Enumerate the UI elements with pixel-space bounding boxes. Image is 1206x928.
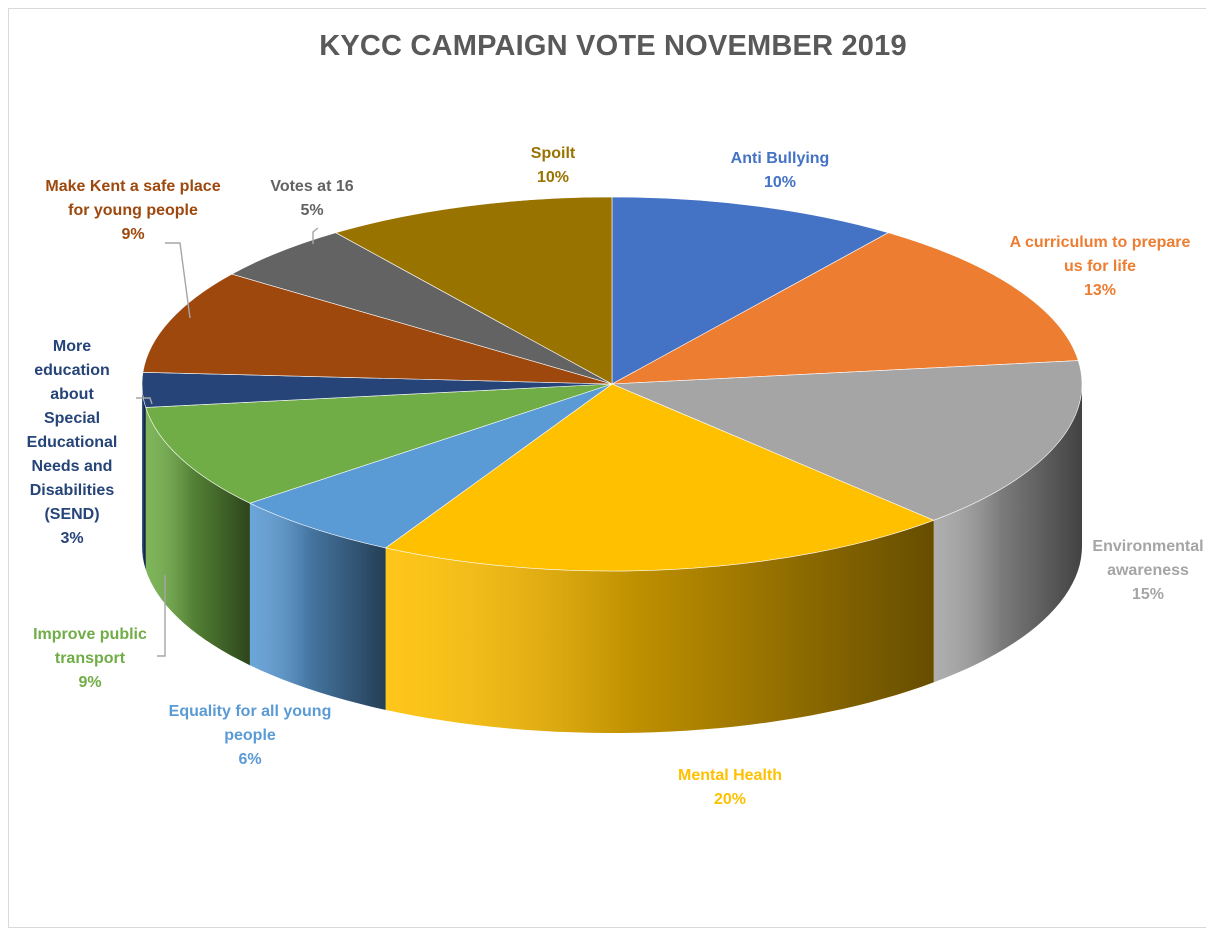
- pie-chart: Anti Bullying 10% A curriculum to prepare u…: [27, 145, 1204, 808]
- slice-value-label: 10%: [537, 169, 569, 186]
- pie-slice-spoilt: [334, 196, 613, 385]
- chart-title: KYCC CAMPAIGN VOTE NOVEMBER 2019: [319, 30, 907, 62]
- pie-side-environmental-awareness-shade: [933, 384, 1082, 683]
- slice-label-environmental-awareness: Environmental awareness 15%: [1092, 538, 1203, 603]
- pie-side-equality-for-all-young-people-shade: [249, 503, 386, 710]
- slice-value-label: 9%: [121, 226, 144, 243]
- slice-label-votes-at-16: Votes at 16 5%: [270, 178, 353, 219]
- leader-line-0: [165, 242, 191, 319]
- slice-label-equality-for-all-young-people: Equality for all young people 6%: [169, 703, 332, 768]
- pie-slice-equality-for-all-young-people: [249, 383, 613, 549]
- slice-value-label: 10%: [764, 174, 796, 191]
- slice-value-label: 20%: [714, 791, 746, 808]
- slice-label-anti-bullying: Anti Bullying 10%: [731, 150, 830, 191]
- pie-side-more-education-about-special-educational-shade: [142, 384, 146, 570]
- pie-side-improve-public-transport-shade: [145, 407, 250, 666]
- leader-line-1: [136, 397, 153, 405]
- leader-line-2: [157, 575, 166, 657]
- pie-side-mental-health-shade: [385, 520, 934, 733]
- slice-label-a-curriculum-to-prepare-us-for-life: A curriculum to prepare us for life 13%: [1010, 234, 1191, 299]
- pie-slice-improve-public-transport: [145, 383, 613, 504]
- slice-value-label: 3%: [60, 530, 83, 547]
- pie-slice-make-kent-a-safe-place-for-young-people: [142, 273, 613, 385]
- pie-slice-votes-at-16: [231, 232, 613, 385]
- slice-label-mental-health: Mental Health 20%: [678, 767, 782, 808]
- pie-slice-a-curriculum-to-prepare-us-for-life: [611, 232, 1079, 385]
- slice-value-label: 6%: [238, 751, 261, 768]
- slice-label-spoilt: Spoilt 10%: [531, 145, 576, 186]
- slice-value-label: 15%: [1132, 586, 1164, 603]
- slice-value-label: 9%: [78, 674, 101, 691]
- pie-slice-mental-health: [384, 383, 935, 572]
- slice-label-improve-public-transport: Improve public transport 9%: [33, 626, 147, 691]
- leader-line-3: [312, 227, 319, 244]
- slice-label-more-education-about-special-educational: More education about Special Educational Need…: [27, 338, 118, 547]
- pie-slice-anti-bullying: [611, 196, 890, 385]
- pie-slice-environmental-awareness: [611, 360, 1083, 521]
- slice-value-label: 5%: [300, 202, 323, 219]
- slice-label-make-kent-a-safe-place-for-young-people: Make Kent a safe place for young people 9%: [45, 178, 220, 243]
- slice-value-label: 13%: [1084, 282, 1116, 299]
